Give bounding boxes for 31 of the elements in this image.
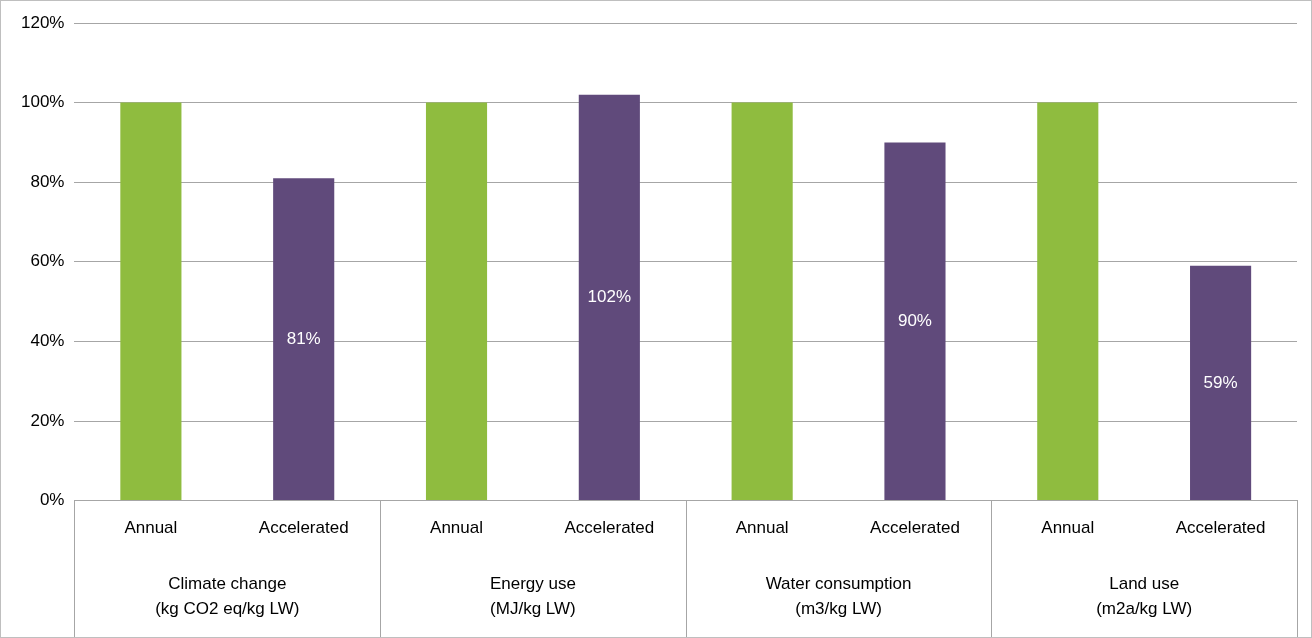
bar [578, 94, 640, 501]
x-tick-label: Accelerated [258, 518, 349, 538]
text: Climate change (kg CO2 eq/kg LW) [155, 574, 300, 619]
y-tick-label: 60% [30, 251, 65, 271]
y-tick-label: 120% [21, 12, 65, 32]
data-label: 102% [587, 287, 632, 307]
text: Land use (m2a/kg LW) [1096, 574, 1193, 619]
bar [884, 142, 946, 501]
bar [273, 178, 335, 501]
x-tick-label: Annual [430, 518, 483, 538]
x-tick-label: Accelerated [1175, 518, 1266, 538]
y-tick-label: 100% [21, 92, 65, 112]
bar [120, 102, 182, 501]
x-tick-label: Annual [124, 518, 178, 538]
text: Energy use (MJ/kg LW) [489, 574, 576, 619]
text: Water consumption (m3/kg LW) [765, 574, 912, 619]
y-tick-label: 20% [30, 410, 65, 430]
y-tick-label: 0% [39, 490, 65, 510]
x-tick-label: Accelerated [564, 518, 655, 538]
data-label: 59% [1203, 372, 1238, 392]
y-tick-label: 80% [30, 171, 65, 191]
bar [1037, 102, 1099, 501]
x-tick-label: Annual [1041, 518, 1095, 538]
bar [1190, 265, 1252, 501]
data-label: 81% [286, 328, 321, 348]
x-tick-label: Annual [735, 518, 789, 538]
x-tick-label: Accelerated [870, 518, 960, 538]
bar [425, 102, 488, 501]
bar [731, 102, 793, 501]
y-tick-label: 40% [30, 331, 65, 351]
data-label: 90% [897, 310, 932, 330]
